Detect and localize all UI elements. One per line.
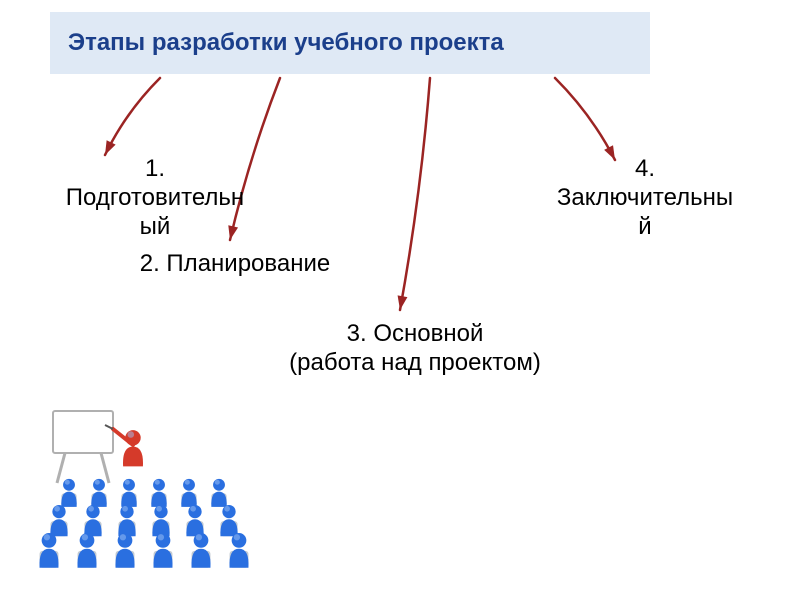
stage-line: й [535,213,755,242]
stage-line: 4. [535,155,755,184]
stage-line: Заключительны [535,184,755,213]
stage-line: 1. [25,155,285,184]
title-box: Этапы разработки учебного проекта [50,12,650,74]
classroom-illustration [35,405,255,570]
stage-line: 2. Планирование [95,250,375,279]
stage-line: ый [25,213,285,242]
stage-line: (работа над проектом) [245,349,585,378]
stage-1: 1.Подготовительный [25,155,285,241]
stage-3: 3. Основной(работа над проектом) [245,320,585,378]
stage-line: 3. Основной [245,320,585,349]
slide-title: Этапы разработки учебного проекта [68,29,504,57]
stage-line: Подготовительн [25,184,285,213]
stage-2: 2. Планирование [95,250,375,279]
stage-4: 4.Заключительный [535,155,755,241]
